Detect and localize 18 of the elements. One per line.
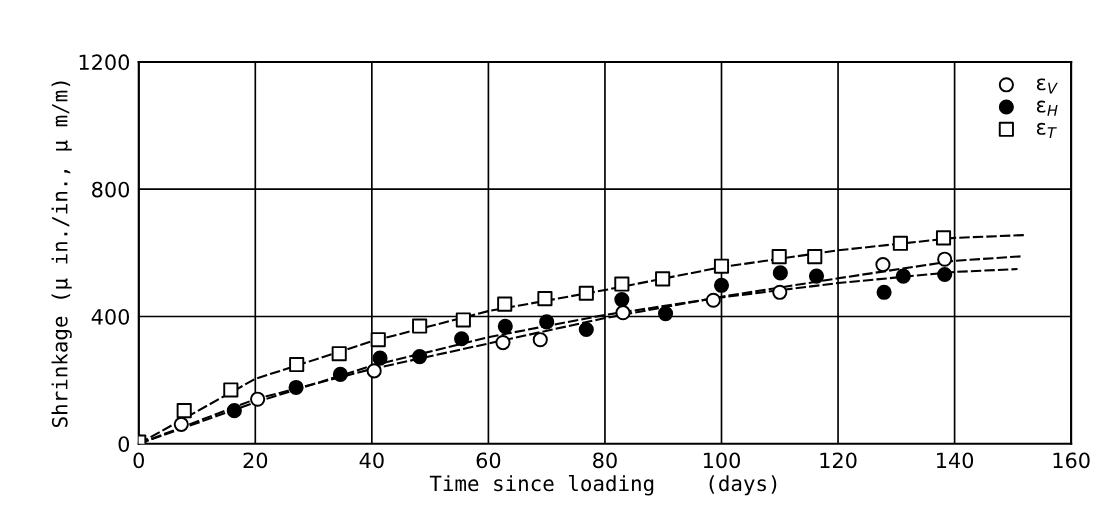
x-tick-label: 60 — [476, 452, 501, 469]
legend-label: ε$_{V}$ — [1036, 78, 1058, 94]
x-tick-label: 0 — [133, 452, 144, 469]
x-tick-label: 20 — [243, 452, 268, 469]
x-tick-label: 100 — [703, 452, 740, 469]
x-axis-title: Time since loading (days) — [429, 475, 777, 496]
y-tick-label: 400 — [91, 308, 130, 325]
x-tick-label: 120 — [820, 452, 857, 469]
y-tick-label: 0 — [118, 436, 130, 452]
x-tick-label: 160 — [1053, 452, 1090, 469]
x-tick-label: 80 — [593, 452, 617, 469]
legend-label: ε$_{H}$ — [1036, 100, 1058, 116]
legend-label: ε$_{T}$ — [1036, 122, 1057, 138]
y-tick-label: 1200 — [79, 54, 130, 71]
y-tick-label: 800 — [92, 181, 130, 198]
y-axis-title: Shrinkage (μ in./in., μ m/m) — [51, 81, 72, 428]
x-tick-label: 140 — [937, 452, 974, 469]
x-tick-label: 40 — [359, 452, 384, 469]
